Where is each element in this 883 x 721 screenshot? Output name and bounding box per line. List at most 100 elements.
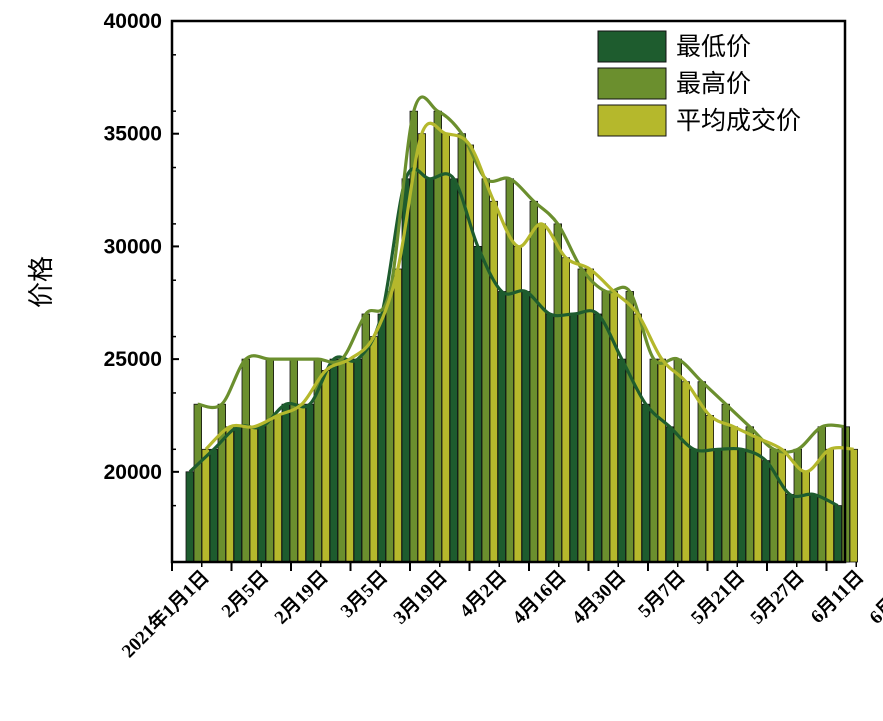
- bar: [385, 291, 394, 563]
- bar: [353, 358, 362, 563]
- x-tick-label: 4月16日: [509, 567, 571, 629]
- bar: [521, 291, 530, 563]
- bar: [449, 178, 458, 563]
- bar: [849, 448, 858, 563]
- bar: [809, 493, 818, 563]
- x-tick-label: 5月7日: [634, 567, 689, 622]
- x-tick-label: 4月2日: [456, 567, 511, 622]
- bar: [289, 358, 298, 563]
- bar: [537, 223, 546, 563]
- bar: [633, 313, 642, 563]
- y-axis: 20000 25000 30000 35000 40000: [104, 10, 179, 563]
- series-line: [197, 95, 846, 454]
- series-line: [204, 121, 854, 474]
- x-tick-label: 2月19日: [271, 567, 333, 629]
- bar: [529, 200, 538, 563]
- bar: [657, 358, 666, 563]
- bar: [257, 426, 266, 563]
- bar: [617, 358, 626, 563]
- bar: [377, 313, 386, 563]
- legend-label: 最低价: [676, 32, 751, 61]
- legend-label: 平均成交价: [676, 106, 801, 135]
- bar: [465, 144, 474, 563]
- x-tick-label: 5月21日: [687, 567, 749, 629]
- bar: [489, 200, 498, 563]
- bar: [665, 426, 674, 563]
- x-tick-label: 3月5日: [337, 567, 392, 622]
- x-tick-label: 2021年1月1日: [117, 565, 214, 662]
- bar: [185, 471, 194, 563]
- legend-swatch: [597, 67, 667, 100]
- bar: [241, 358, 250, 563]
- bar: [329, 358, 338, 563]
- bar: [649, 358, 658, 563]
- bar: [201, 448, 210, 563]
- bar-group: [185, 110, 858, 563]
- bar: [497, 291, 506, 563]
- bar: [745, 426, 754, 563]
- y-tick-label: 30000: [104, 235, 162, 258]
- y-tick-label: 25000: [104, 348, 162, 371]
- bar: [345, 358, 354, 563]
- bar: [625, 291, 634, 563]
- y-tick-label: 40000: [104, 10, 162, 33]
- bar: [193, 403, 202, 563]
- bar: [393, 268, 402, 563]
- bar: [441, 133, 450, 563]
- x-tick-label: 3月19日: [390, 567, 452, 629]
- bar: [305, 403, 314, 563]
- bar: [217, 403, 226, 563]
- bar: [265, 358, 274, 563]
- bar: [553, 223, 562, 563]
- bar: [569, 313, 578, 563]
- y-tick-label: 20000: [104, 461, 162, 484]
- legend-label: 最高价: [676, 69, 751, 98]
- bar: [737, 448, 746, 563]
- bar: [825, 448, 834, 563]
- bar: [801, 471, 810, 563]
- bar: [425, 178, 434, 563]
- x-tick-label: 4月30日: [568, 567, 630, 629]
- bar: [833, 505, 842, 563]
- bar: [481, 178, 490, 563]
- bar: [369, 336, 378, 563]
- bar: [785, 493, 794, 563]
- bar: [593, 313, 602, 563]
- bar: [233, 426, 242, 563]
- bar: [561, 257, 570, 563]
- bar: [681, 381, 690, 563]
- bar: [209, 448, 218, 563]
- bar: [281, 403, 290, 563]
- y-tick-label: 35000: [104, 123, 162, 146]
- bar: [321, 369, 330, 563]
- bar: [705, 415, 714, 563]
- bar: [761, 460, 770, 563]
- x-tick-label: 6月11日: [807, 567, 868, 628]
- trend-lines: [188, 95, 854, 508]
- bar: [713, 448, 722, 563]
- legend-swatch: [597, 104, 667, 137]
- bar: [545, 313, 554, 563]
- bar: [337, 358, 346, 563]
- bar: [609, 291, 618, 563]
- bar: [721, 403, 730, 563]
- bar: [297, 403, 306, 563]
- bar: [225, 426, 234, 563]
- bar: [641, 403, 650, 563]
- x-tick-label: 2月5日: [218, 567, 273, 622]
- plot-frame: [170, 19, 847, 564]
- bar: [689, 448, 698, 563]
- bar: [777, 448, 786, 563]
- x-tick-label: 5月27日: [747, 567, 809, 629]
- bar: [817, 426, 826, 563]
- bar: [585, 268, 594, 563]
- bar: [273, 415, 282, 563]
- legend-swatch: [597, 30, 667, 63]
- bar: [673, 358, 682, 563]
- y-axis-label: 价格: [27, 256, 57, 308]
- bar: [249, 426, 258, 563]
- bar: [417, 133, 426, 563]
